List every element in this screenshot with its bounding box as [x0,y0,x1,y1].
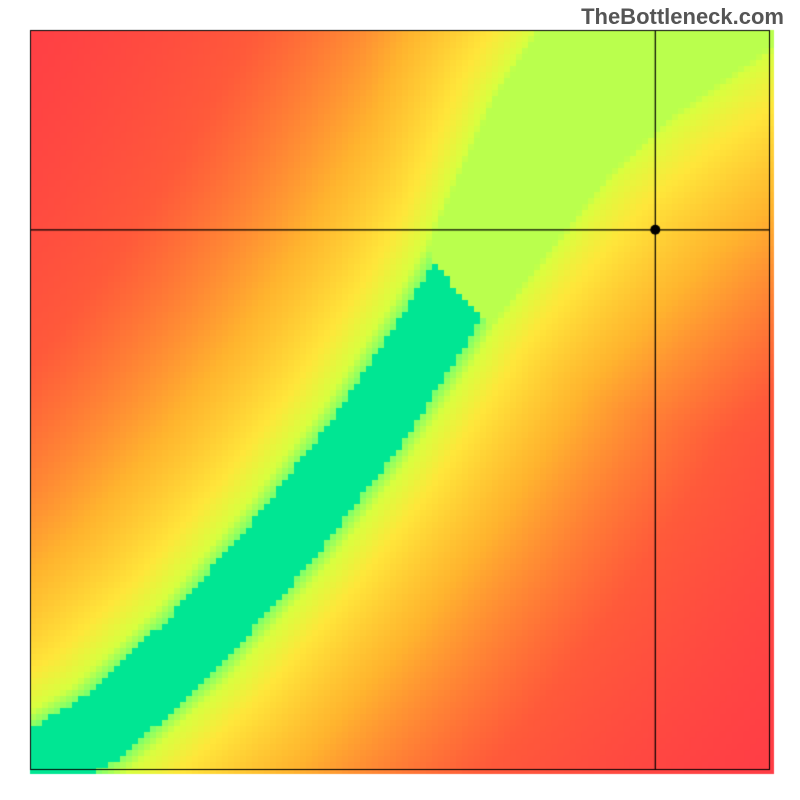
chart-container: TheBottleneck.com [0,0,800,800]
bottleneck-heatmap-canvas [0,0,800,800]
